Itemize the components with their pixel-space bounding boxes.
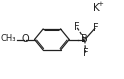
Text: F: F (93, 23, 98, 33)
Text: CH₃: CH₃ (0, 34, 16, 43)
Text: K: K (93, 3, 99, 13)
Text: B: B (81, 35, 88, 44)
Text: O: O (21, 35, 29, 44)
Text: F: F (83, 48, 88, 58)
Text: +: + (97, 1, 103, 7)
Text: F: F (74, 22, 79, 32)
